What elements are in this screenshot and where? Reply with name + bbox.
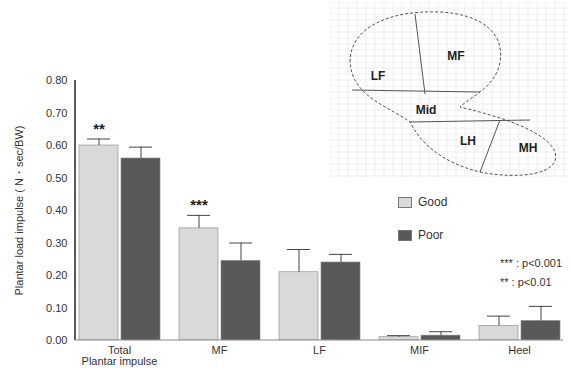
svg-text:LH: LH [460, 134, 476, 148]
svg-text:0.50: 0.50 [46, 172, 67, 184]
svg-text:0.60: 0.60 [46, 139, 67, 151]
svg-text:MH: MH [519, 141, 538, 155]
svg-text:Plantar load impulse ( N・sec/B: Plantar load impulse ( N・sec/BW) [13, 126, 25, 296]
svg-text:0.40: 0.40 [46, 204, 67, 216]
svg-text:**: ** [93, 120, 105, 137]
svg-text:0.20: 0.20 [46, 269, 67, 281]
svg-text:LF: LF [371, 69, 386, 83]
svg-text:***: *** [190, 196, 208, 213]
html-text:*** : p<0.001: *** : p<0.001 [500, 257, 563, 269]
html-text:** : p<0.01: ** : p<0.01 [500, 276, 552, 288]
svg-text:Heel: Heel [508, 344, 531, 356]
html-text:Poor: Poor [418, 228, 444, 242]
svg-text:MIF: MIF [410, 344, 429, 356]
svg-text:Mid: Mid [416, 103, 437, 117]
svg-text:LF: LF [313, 344, 326, 356]
svg-text:MF: MF [447, 49, 464, 63]
svg-text:0.30: 0.30 [46, 237, 67, 249]
svg-text:0.70: 0.70 [46, 107, 67, 119]
svg-text:TotalPlantar impulse: TotalPlantar impulse [82, 344, 158, 367]
svg-text:MF: MF [212, 344, 228, 356]
html-text:Good: Good [418, 195, 448, 209]
svg-text:0.00: 0.00 [46, 334, 67, 346]
svg-text:0.80: 0.80 [46, 74, 67, 86]
svg-text:0.10: 0.10 [46, 302, 67, 314]
